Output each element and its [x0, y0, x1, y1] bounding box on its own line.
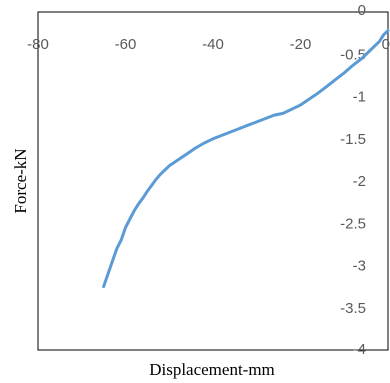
x-axis-title: Displacement-mm	[149, 360, 275, 379]
series-layer	[102, 29, 390, 289]
y-tick-label: -4	[353, 341, 366, 358]
y-tick-label: -2.5	[340, 215, 366, 232]
x-tick-label: -20	[290, 36, 312, 53]
y-tick-label: 0	[358, 2, 366, 19]
plot-frame	[37, 11, 389, 351]
y-tick-labels: 0 -0.5 -1 -1.5 -2 -2.5 -3 -3.5 -4	[340, 2, 366, 358]
y-tick-label: -1.5	[340, 131, 366, 148]
x-tick-label: 0	[382, 36, 390, 53]
y-tick-label: -2	[353, 173, 366, 190]
x-tick-labels: -80 -60 -40 -20 0	[27, 36, 390, 53]
y-axis-title: Force-kN	[11, 148, 30, 213]
y-tick-label: -3	[353, 258, 366, 275]
y-tick-label: -3.5	[340, 300, 366, 317]
x-tick-label: -80	[27, 36, 49, 53]
series-line	[102, 29, 390, 289]
x-tick-label: -60	[115, 36, 137, 53]
x-tick-label: -40	[202, 36, 224, 53]
y-tick-label: -0.5	[340, 46, 366, 63]
y-tick-label: -1	[353, 89, 366, 106]
